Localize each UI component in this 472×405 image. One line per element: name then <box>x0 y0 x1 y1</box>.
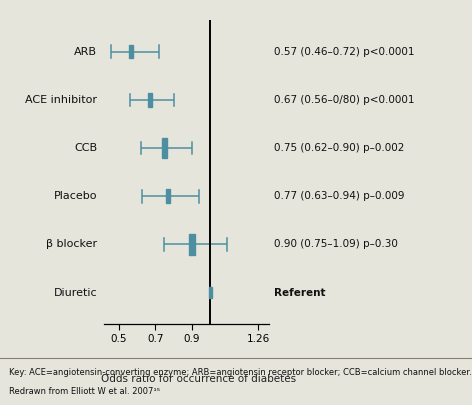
Text: Placebo: Placebo <box>54 191 97 201</box>
Bar <box>148 93 152 107</box>
Text: ARB: ARB <box>74 47 97 57</box>
Bar <box>166 190 170 203</box>
Text: β blocker: β blocker <box>46 239 97 249</box>
Text: 0.77 (0.63–0.94) p–0.009: 0.77 (0.63–0.94) p–0.009 <box>274 191 404 201</box>
Text: 0.67 (0.56–0/80) p<0.0001: 0.67 (0.56–0/80) p<0.0001 <box>274 95 414 105</box>
Text: Referent: Referent <box>274 288 325 298</box>
Text: Odds ratio for occurrence of diabetes: Odds ratio for occurrence of diabetes <box>101 374 296 384</box>
Text: ACE inhibitor: ACE inhibitor <box>25 95 97 105</box>
Text: Diuretic: Diuretic <box>54 288 97 298</box>
Bar <box>209 288 212 298</box>
Text: Key: ACE=angiotensin-converting enzyme; ARB=angiotensin receptor blocker; CCB=ca: Key: ACE=angiotensin-converting enzyme; … <box>9 368 472 377</box>
Text: CCB: CCB <box>74 143 97 153</box>
Text: 0.75 (0.62–0.90) p–0.002: 0.75 (0.62–0.90) p–0.002 <box>274 143 404 153</box>
Text: 0.90 (0.75–1.09) p–0.30: 0.90 (0.75–1.09) p–0.30 <box>274 239 397 249</box>
Text: 0.57 (0.46–0.72) p<0.0001: 0.57 (0.46–0.72) p<0.0001 <box>274 47 414 57</box>
Bar <box>129 45 134 58</box>
Bar <box>161 138 167 158</box>
Text: Redrawn from Elliott W et al. 2007¹⁵: Redrawn from Elliott W et al. 2007¹⁵ <box>9 387 160 396</box>
Bar <box>189 234 194 255</box>
